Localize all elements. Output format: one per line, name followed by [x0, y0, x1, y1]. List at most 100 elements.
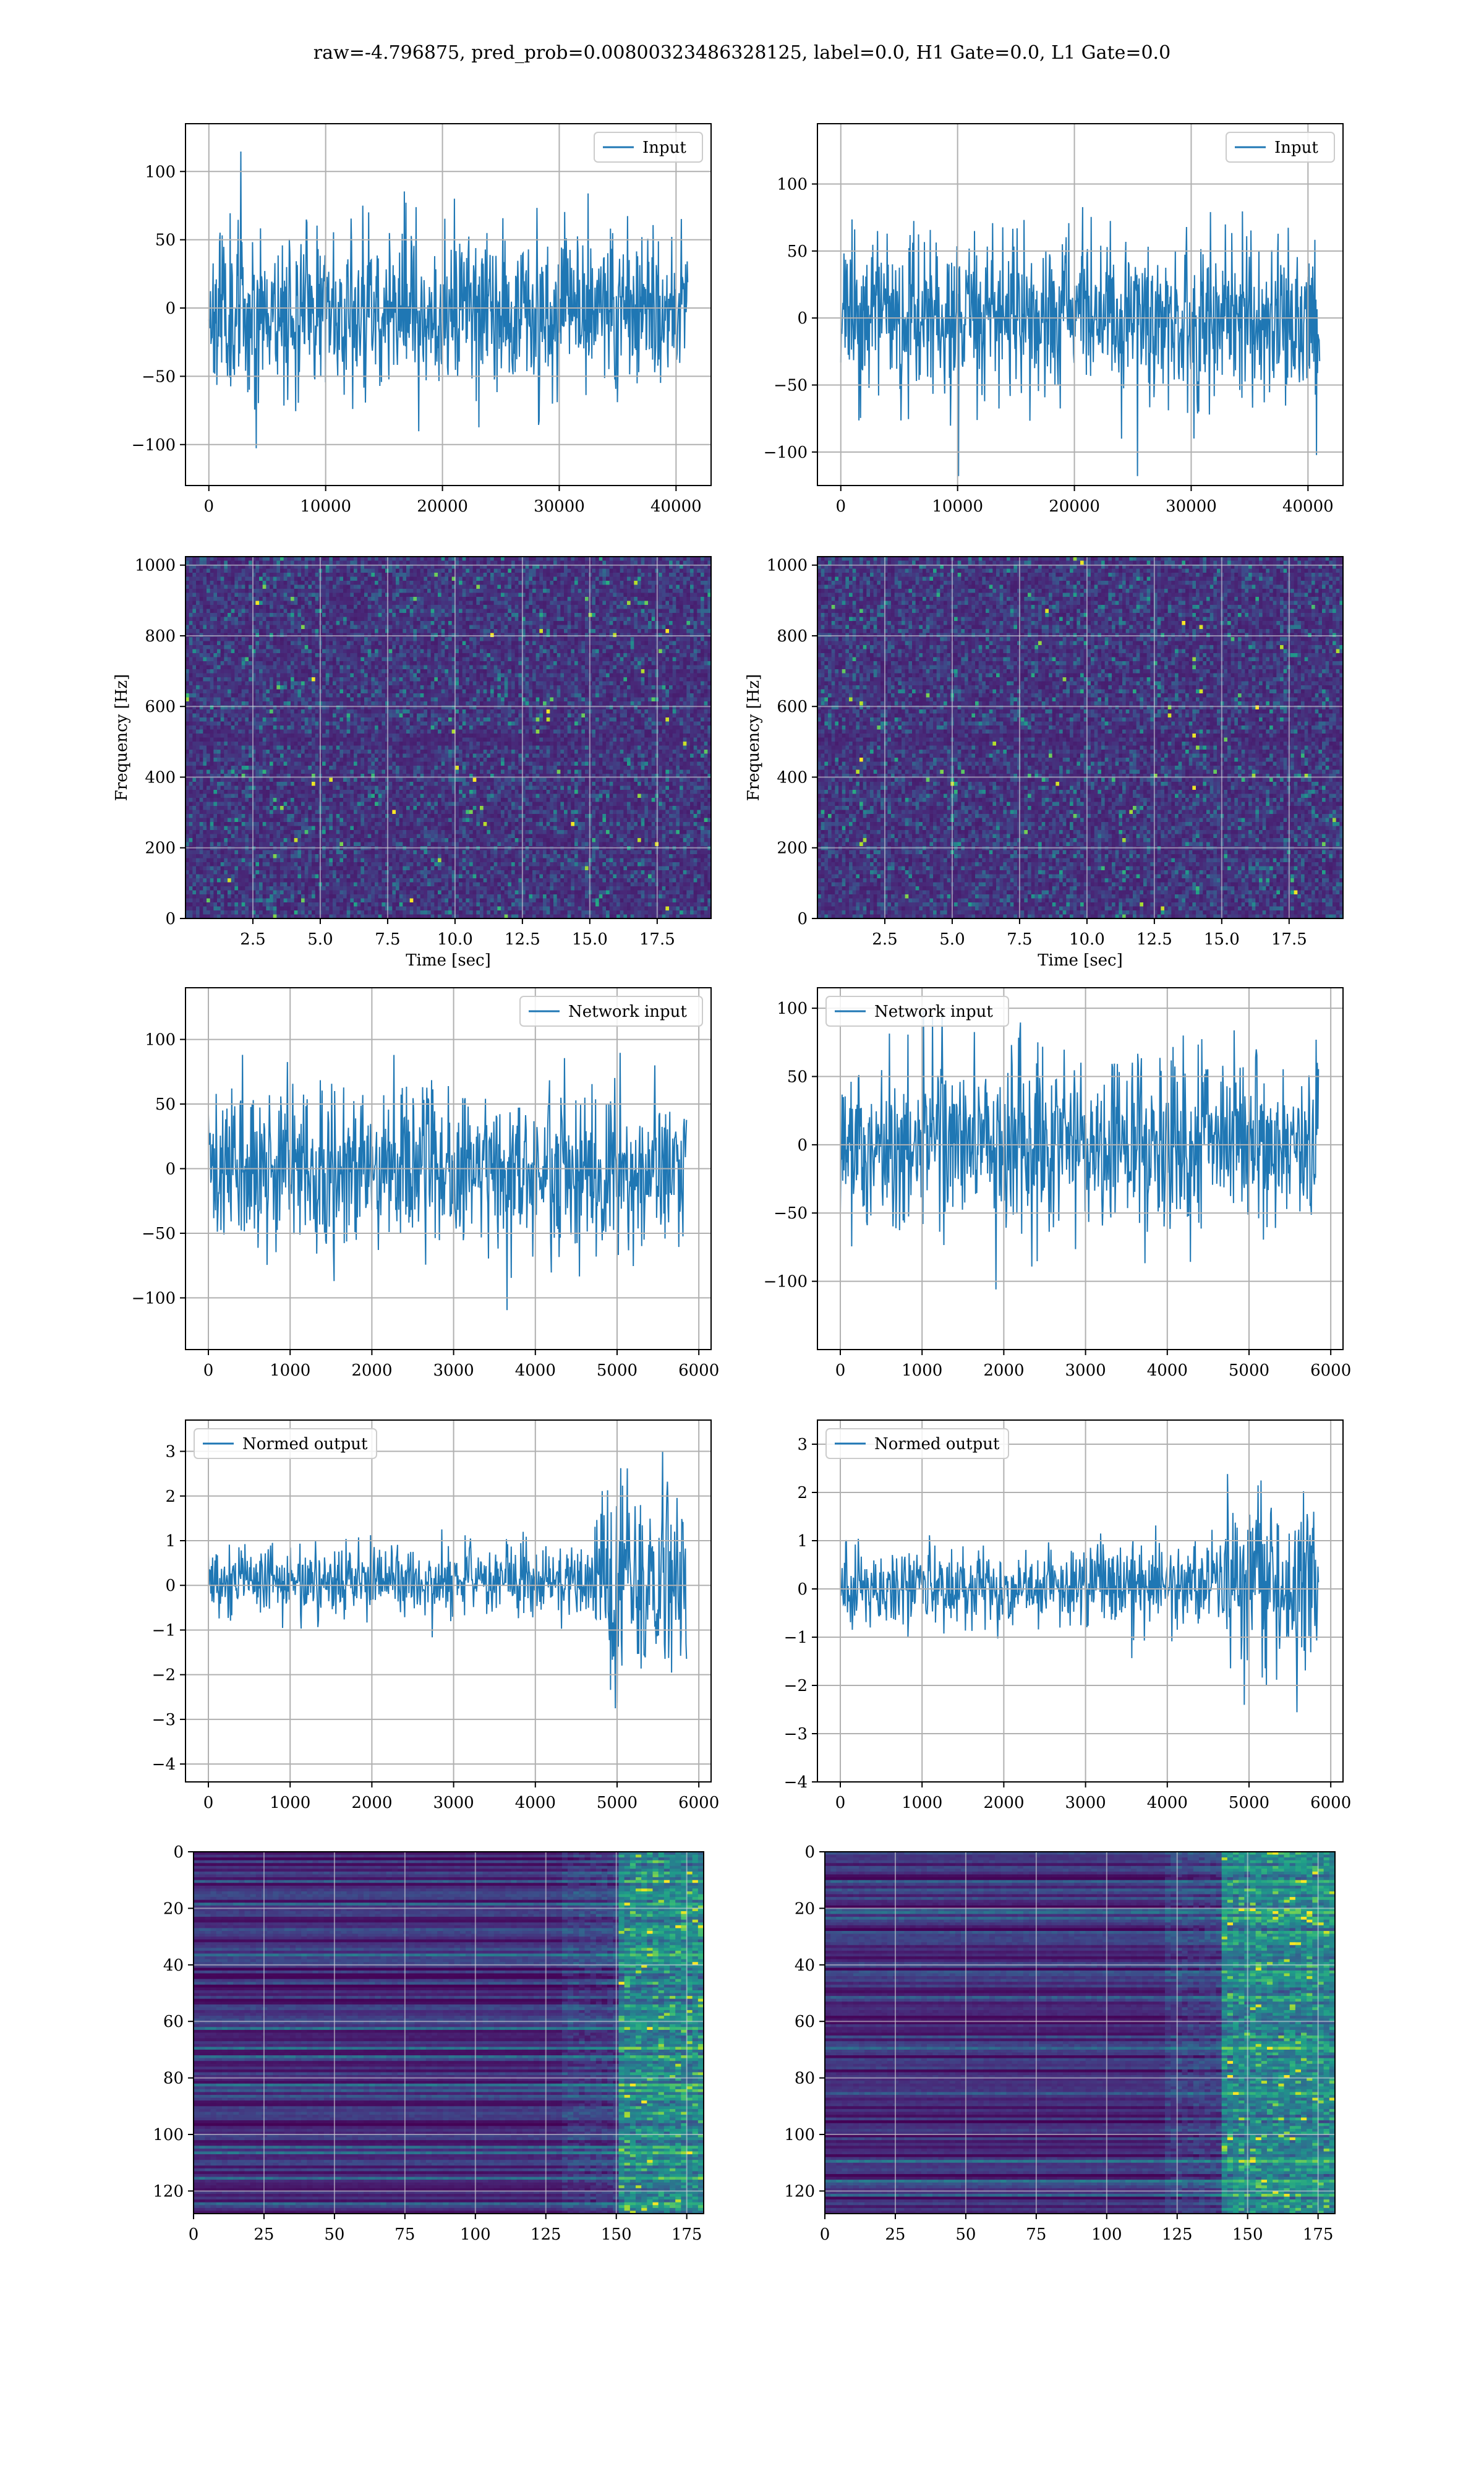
- x-tick-label: 2000: [983, 1794, 1024, 1812]
- y-tick-label: −100: [764, 1273, 808, 1291]
- y-tick-label: 100: [784, 2126, 815, 2144]
- y-tick-label: −50: [142, 367, 176, 386]
- y-tick-label: 0: [165, 1160, 176, 1179]
- x-tick-label: 12.5: [505, 930, 540, 949]
- y-tick-label: 0: [797, 1136, 808, 1155]
- y-tick-label: 0: [173, 1843, 184, 1862]
- x-tick-label: 3000: [433, 1794, 474, 1812]
- axes-frame: [817, 556, 1344, 919]
- x-tick-label: 0: [203, 1361, 214, 1380]
- y-tick-label: 40: [163, 1956, 184, 1975]
- x-axis-label: Time [sec]: [1038, 951, 1123, 970]
- y-tick-label: 80: [163, 2070, 184, 2088]
- series-line: [840, 1474, 1320, 1713]
- x-tick-label: 2000: [351, 1794, 392, 1812]
- heatmap-cells: [817, 557, 1343, 918]
- legend: Network input: [825, 996, 1009, 1027]
- x-tick-label: 20000: [1049, 497, 1100, 516]
- x-tick-label: 40000: [650, 497, 702, 516]
- legend-box: [194, 1428, 377, 1459]
- axes-frame: [824, 1851, 1336, 2214]
- x-tick-label: 2000: [351, 1361, 392, 1380]
- y-tick-label: 3: [165, 1443, 176, 1462]
- legend-label: Network input: [568, 1003, 687, 1021]
- x-tick-label: 12.5: [1136, 930, 1172, 949]
- y-tick-label: 1: [797, 1532, 808, 1551]
- y-tick-label: 100: [145, 1031, 176, 1050]
- y-tick-label: 200: [777, 839, 808, 858]
- x-tick-label: 5.0: [939, 930, 965, 949]
- x-tick-label: 6000: [1310, 1361, 1351, 1380]
- y-tick-label: 120: [153, 2182, 184, 2201]
- y-tick-label: 60: [795, 2013, 815, 2031]
- y-tick-label: −100: [764, 443, 808, 462]
- axes-frame: [193, 1851, 704, 2214]
- y-tick-label: 0: [797, 1580, 808, 1599]
- heatmap-cells: [194, 1852, 704, 2214]
- x-tick-label: 10000: [932, 497, 983, 516]
- legend: Input: [594, 132, 703, 163]
- y-tick-label: 0: [797, 309, 808, 328]
- chart-network-input-right: 0 1000 2000 3000 4000 5000 6000 −100 −50 0 50 100 Ne…: [764, 987, 1351, 1380]
- x-tick-label: 100: [460, 2225, 491, 2244]
- legend-label: Input: [642, 139, 686, 157]
- y-tick-label: 60: [163, 2013, 184, 2031]
- x-tick-label: 125: [1162, 2225, 1193, 2244]
- legend: Normed output: [825, 1428, 1009, 1459]
- x-tick-label: 0: [189, 2225, 199, 2244]
- x-tick-label: 150: [1232, 2225, 1263, 2244]
- chart-network-input-left: 0 1000 2000 3000 4000 5000 6000 −100 −50 0 50 100 Ne…: [132, 987, 719, 1380]
- legend-label: Network input: [874, 1003, 993, 1021]
- axes-frame: [817, 1419, 1344, 1783]
- chart-input-left: 0 10000 20000 30000 40000 −100 −50 0 50 100 Input: [132, 123, 712, 516]
- x-tick-label: 0: [820, 2225, 830, 2244]
- grid-lines: [817, 124, 1343, 486]
- y-tick-label: 0: [165, 299, 176, 318]
- series-line: [208, 151, 689, 448]
- y-tick-label: 1000: [135, 557, 176, 575]
- chart-normed-output-right: 0 1000 2000 3000 4000 5000 6000 −4 −3 −2 −1 0 1 2 3 Nor…: [784, 1419, 1351, 1812]
- y-tick-label: 120: [784, 2182, 815, 2201]
- x-tick-label: 30000: [534, 497, 585, 516]
- legend: Input: [1226, 132, 1335, 163]
- x-tick-label: 125: [531, 2225, 561, 2244]
- y-tick-label: 0: [797, 910, 808, 928]
- x-tick-label: 175: [1303, 2225, 1334, 2244]
- x-tick-label: 50: [324, 2225, 344, 2244]
- x-tick-label: 3000: [433, 1361, 474, 1380]
- x-tick-label: 4000: [515, 1361, 556, 1380]
- heatmap-cells: [186, 557, 711, 918]
- y-tick-label: −1: [152, 1621, 176, 1640]
- chart-feature-map-right: 0 25 50 75 100 125 150 175 0 20 40 60 80 100 120: [784, 1843, 1336, 2244]
- y-tick-label: 3: [797, 1436, 808, 1454]
- x-tick-label: 40000: [1282, 497, 1334, 516]
- y-tick-label: 600: [145, 698, 176, 716]
- x-tick-label: 2000: [983, 1361, 1024, 1380]
- axes-frame: [185, 123, 712, 486]
- y-tick-label: −100: [132, 1289, 176, 1308]
- series-line: [840, 1011, 1320, 1290]
- x-tick-label: 17.5: [639, 930, 675, 949]
- y-axis-label: Frequency [Hz]: [744, 674, 763, 802]
- x-tick-label: 100: [1091, 2225, 1122, 2244]
- axes-frame: [817, 987, 1344, 1350]
- y-tick-label: 1: [165, 1532, 176, 1551]
- x-tick-label: 7.5: [1007, 930, 1032, 949]
- y-tick-label: −50: [774, 377, 808, 395]
- x-tick-label: 4000: [515, 1794, 556, 1812]
- y-tick-label: 600: [777, 698, 808, 716]
- chart-feature-map-left: 0 25 50 75 100 125 150 175 0 20 40 60 80 100 120: [153, 1843, 704, 2244]
- x-tick-label: 4000: [1147, 1361, 1188, 1380]
- x-tick-label: 6000: [1310, 1794, 1351, 1812]
- series-line: [208, 1451, 688, 1709]
- y-tick-label: −2: [152, 1666, 176, 1685]
- y-tick-label: 50: [787, 1068, 808, 1086]
- y-tick-label: 50: [155, 1095, 176, 1114]
- x-tick-label: 0: [835, 1361, 846, 1380]
- y-tick-label: 200: [145, 839, 176, 858]
- y-tick-label: 1000: [767, 557, 808, 575]
- x-axis-label: Time [sec]: [406, 951, 491, 970]
- y-tick-label: 400: [145, 768, 176, 787]
